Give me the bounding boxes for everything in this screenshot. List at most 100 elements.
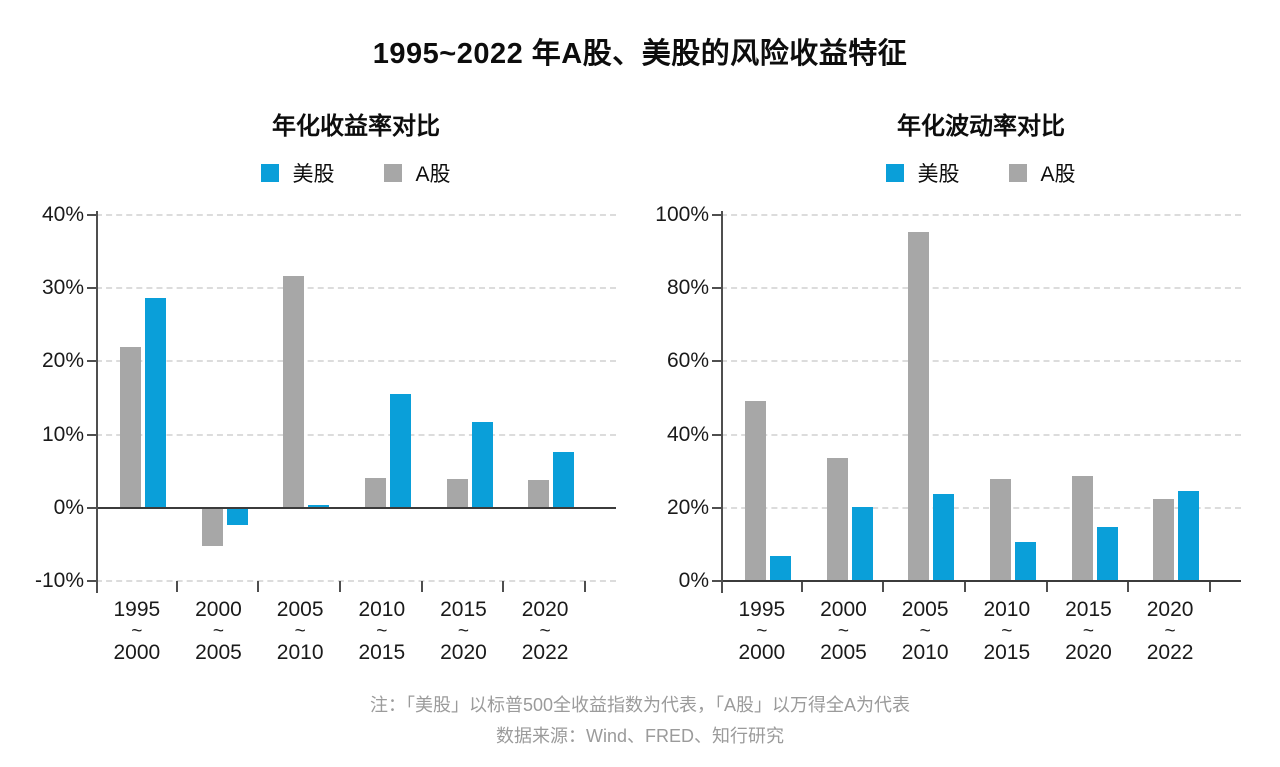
x-tick	[1209, 581, 1211, 592]
y-tick-label: 0%	[678, 569, 709, 592]
x-label-2015~2020: 2015 ~2020	[1048, 597, 1130, 666]
x-tick	[339, 581, 341, 592]
y-tick-60	[712, 360, 721, 363]
x-label-to: 2010	[276, 641, 324, 664]
bar-ashare-1995~2000	[119, 347, 141, 508]
gridline-10	[96, 433, 616, 436]
x-label-to: 2000	[738, 641, 786, 664]
x-label-2020~2022: 2020 ~2022	[504, 597, 586, 666]
x-label-tilde: ~	[212, 621, 225, 642]
x-axis-labels-returns: 1995 ~2000 2000 ~2005 2005 ~2010 2010 ~2015 2015…	[96, 597, 643, 666]
gridline-20	[721, 506, 1241, 509]
x-label-to: 2010	[901, 641, 949, 664]
x-label-tilde: ~	[837, 621, 850, 642]
x-tick	[1045, 581, 1048, 592]
bar-us-2010~2015	[1014, 541, 1036, 581]
plot-area-volatility	[712, 211, 1241, 593]
bar-us-2000~2005	[226, 507, 248, 526]
x-label-tilde: ~	[1001, 621, 1013, 642]
bar-ashare-2015~2020	[446, 478, 468, 508]
y-tick-10	[87, 433, 96, 436]
x-label-from: 2020	[1146, 598, 1194, 621]
x-label-1995~2000: 1995 ~2000	[96, 597, 178, 666]
bar-us-1995~2000	[769, 556, 791, 581]
zero-axis-line	[96, 506, 616, 509]
x-label-2000~2005: 2000 ~2005	[178, 597, 260, 666]
bar-us-2020~2022	[553, 452, 575, 508]
x-label-from: 2010	[983, 598, 1031, 621]
y-tick--10	[87, 580, 96, 582]
gridline-80	[721, 287, 1241, 290]
y-tick-label: 20%	[666, 495, 709, 519]
legend-label-ashare: A股	[1040, 163, 1076, 186]
x-label-to: 2022	[521, 641, 569, 664]
legend-label-ashare: A股	[415, 163, 451, 186]
x-label-tilde: ~	[376, 621, 388, 642]
x-label-to: 2020	[440, 641, 487, 664]
ashare-swatch	[1009, 164, 1028, 182]
gridline-100	[721, 214, 1241, 216]
gridline--10	[96, 580, 616, 582]
x-tick	[257, 581, 260, 592]
gridline-20	[96, 360, 616, 363]
x-label-from: 2010	[358, 598, 406, 621]
x-tick	[420, 581, 423, 592]
legend-item-ashare: A股	[1009, 158, 1076, 188]
x-tick	[502, 581, 505, 592]
y-tick-label: 0%	[53, 495, 84, 519]
us-swatch	[886, 164, 905, 182]
legend-volatility: 美股 A股	[721, 158, 1241, 188]
x-label-to: 2015	[983, 641, 1031, 664]
bar-us-2005~2010	[308, 504, 330, 508]
x-tick	[964, 581, 966, 592]
zero-axis-line	[721, 580, 1241, 582]
y-tick-40	[712, 433, 721, 436]
x-tick	[175, 581, 178, 592]
x-label-tilde: ~	[539, 621, 551, 642]
y-axis-returns: 40% 30% 20% 10% 0% -10%	[18, 203, 96, 592]
x-label-2005~2010: 2005 ~2010	[884, 597, 966, 666]
y-tick-label: 100%	[655, 203, 709, 226]
chart-block-volatility: 年化波动率对比 美股 A股 100% 80% 60% 40% 20% 0% 1995 ~200…	[643, 106, 1268, 666]
x-label-from: 2015	[440, 598, 487, 621]
x-label-2000~2005: 2000 ~2005	[803, 597, 885, 666]
bar-ashare-2020~2022	[1153, 499, 1175, 581]
bar-ashare-2010~2015	[364, 477, 386, 508]
y-tick-40	[87, 214, 96, 216]
x-label-from: 2020	[521, 598, 569, 621]
y-tick-label: -10%	[34, 569, 84, 592]
bar-ashare-2000~2005	[826, 458, 848, 581]
x-label-tilde: ~	[294, 621, 306, 642]
y-tick-20	[712, 506, 721, 509]
legend-label-us: 美股	[292, 163, 335, 186]
x-label-to: 2005	[195, 641, 242, 664]
footnote-line-2: 数据来源：Wind、FRED、知行研究	[495, 726, 784, 746]
bar-ashare-2010~2015	[989, 478, 1011, 581]
y-axis-line	[96, 211, 98, 593]
x-tick	[1127, 581, 1130, 592]
y-tick-label: 30%	[41, 276, 84, 300]
y-axis-line	[721, 211, 723, 593]
gridline-30	[96, 287, 616, 290]
x-label-to: 2020	[1065, 641, 1112, 664]
x-label-tilde: ~	[1082, 621, 1094, 642]
plot-area-returns	[87, 211, 616, 593]
x-label-from: 2005	[276, 598, 324, 621]
x-label-to: 2005	[820, 641, 867, 664]
bar-ashare-2000~2005	[201, 507, 223, 546]
bar-us-2005~2010	[933, 493, 955, 581]
x-label-to: 2000	[113, 641, 161, 664]
bar-ashare-2005~2010	[283, 276, 305, 508]
x-tick	[800, 581, 803, 592]
bar-us-2015~2020	[471, 422, 493, 508]
y-tick-100	[712, 214, 721, 216]
legend-label-us: 美股	[917, 163, 960, 186]
y-tick-label: 40%	[41, 203, 84, 226]
x-label-tilde: ~	[756, 621, 768, 642]
footnotes: 注：「美股」以标普500全收益指数为代表，「A股」以万得全A为代表 数据来源：W…	[0, 690, 1280, 752]
x-label-2015~2020: 2015 ~2020	[423, 597, 505, 666]
x-label-to: 2015	[358, 641, 406, 664]
y-tick-0	[87, 506, 96, 509]
bar-ashare-1995~2000	[744, 400, 766, 581]
